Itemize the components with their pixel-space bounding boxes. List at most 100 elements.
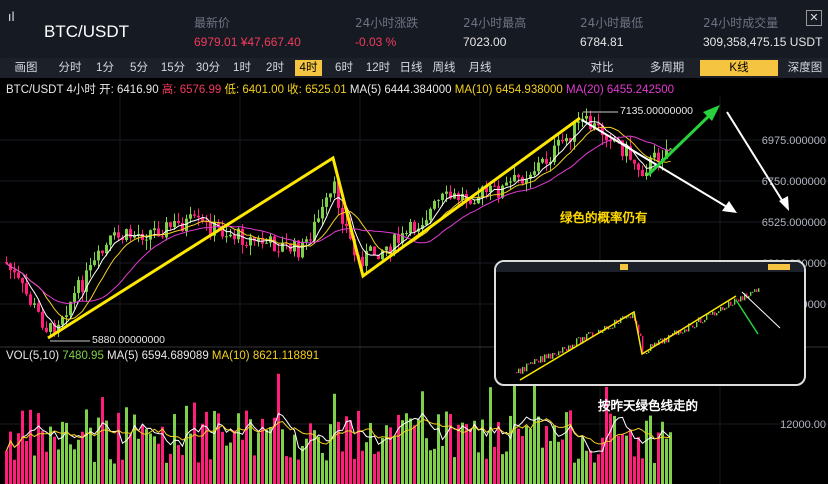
candle-body	[637, 163, 640, 170]
inset-candle	[530, 362, 532, 364]
volume-bar	[521, 435, 524, 484]
volume-bar	[105, 420, 108, 484]
tab-multi-period[interactable]: 多周期	[649, 62, 685, 74]
candle-body	[409, 222, 412, 233]
inset-candle	[710, 313, 712, 315]
inset-chart-thumbnail	[496, 262, 804, 381]
candle-body	[381, 250, 384, 260]
tab-kline[interactable]: K线	[700, 60, 778, 76]
interval-6h[interactable]: 6时	[335, 62, 353, 74]
volume-bar	[97, 417, 100, 484]
candle-body	[181, 223, 184, 232]
volume-bar	[25, 440, 28, 484]
volume-bar	[325, 460, 328, 484]
inset-candle	[682, 332, 684, 334]
volume-bar	[605, 386, 608, 484]
stat-24h-volume: 24小时成交量 309,358,475.15 USDT	[703, 14, 822, 49]
candle-body	[529, 174, 532, 179]
interval-2h[interactable]: 2时	[266, 62, 284, 74]
tab-depth[interactable]: 深度图	[787, 62, 823, 74]
inset-candle	[586, 333, 588, 341]
volume-bar	[177, 445, 180, 484]
interval-15m[interactable]: 15分	[160, 62, 186, 74]
candle-body	[105, 244, 108, 254]
interval-month[interactable]: 月线	[468, 62, 492, 74]
interval-timeshare[interactable]: 分时	[58, 62, 82, 74]
info-close: 6525.01	[305, 84, 347, 96]
inset-candle	[580, 337, 582, 344]
interval-week[interactable]: 周线	[432, 62, 456, 74]
volume-bar	[161, 426, 164, 484]
candle-body	[205, 221, 208, 223]
inset-candle	[630, 316, 632, 319]
inset-candle	[668, 334, 670, 343]
candle-body	[121, 237, 124, 241]
volume-bar	[217, 413, 220, 484]
stat-value: -0.03 %	[355, 35, 397, 49]
volume-bar	[337, 421, 340, 484]
tab-compare[interactable]: 对比	[590, 62, 614, 74]
candlesticks	[5, 108, 672, 338]
interval-1m[interactable]: 1分	[96, 62, 114, 74]
candle-body	[237, 228, 240, 240]
volume-bar	[641, 458, 644, 484]
candle-body	[649, 157, 652, 173]
volume-bar	[341, 451, 344, 484]
volume-bar	[513, 378, 516, 484]
volume-bar	[73, 449, 76, 484]
inset-candle	[688, 323, 690, 332]
interval-day[interactable]: 日线	[399, 62, 423, 74]
candle-body	[137, 233, 140, 236]
inset-candle	[618, 322, 620, 324]
volume-bar	[109, 459, 112, 484]
candle-body	[629, 146, 632, 160]
volume-bar	[429, 450, 432, 484]
inset-candle	[648, 351, 650, 354]
volume-bar	[197, 462, 200, 484]
volume-bar	[33, 455, 36, 484]
volume-bar	[397, 414, 400, 484]
volume-bar	[293, 434, 296, 484]
inset-candle	[556, 354, 558, 356]
candle-body	[577, 121, 580, 123]
candle-body	[557, 139, 560, 146]
volume-bar	[565, 412, 568, 484]
candle-body	[573, 122, 576, 142]
inset-candle	[694, 327, 696, 329]
volume-bar	[149, 433, 152, 484]
vol-label: VOL(5,10)	[6, 350, 60, 362]
info-ma10-label: MA(10)	[454, 84, 493, 96]
volume-bar	[141, 425, 144, 484]
interval-1h[interactable]: 1时	[233, 62, 251, 74]
stat-24h-high: 24小时最高 7023.00	[463, 14, 526, 49]
inset-candle	[598, 329, 600, 334]
candle-body	[45, 327, 48, 332]
candle-body	[109, 235, 112, 245]
volume-bar	[377, 451, 380, 484]
candle-body	[329, 193, 332, 198]
volume-bar	[477, 452, 480, 484]
volume-bar	[369, 422, 372, 484]
inset-candle	[744, 293, 746, 301]
candle-body	[41, 311, 44, 328]
interval-30m[interactable]: 30分	[195, 62, 221, 74]
info-ma5-label: MA(5)	[349, 84, 382, 96]
vol-ma5-label: MA(5)	[107, 350, 139, 362]
volume-bar	[113, 463, 116, 484]
candle-body	[525, 178, 528, 184]
inset-candle	[592, 332, 594, 337]
interval-5m[interactable]: 5分	[130, 62, 148, 74]
tool-draw-button[interactable]: 画图	[14, 62, 38, 74]
interval-4h[interactable]: 4时	[295, 60, 322, 76]
stat-value: 7023.00	[463, 35, 507, 49]
stat-label: 24小时成交量	[703, 16, 779, 30]
inset-candle	[520, 368, 522, 374]
inset-candle	[706, 313, 708, 320]
interval-12h[interactable]: 12时	[365, 62, 391, 74]
candle-body	[609, 140, 612, 142]
inset-candle	[720, 306, 722, 312]
close-icon[interactable]: ✕	[806, 10, 822, 26]
inset-candle	[522, 366, 524, 374]
volume-bar	[69, 444, 72, 484]
